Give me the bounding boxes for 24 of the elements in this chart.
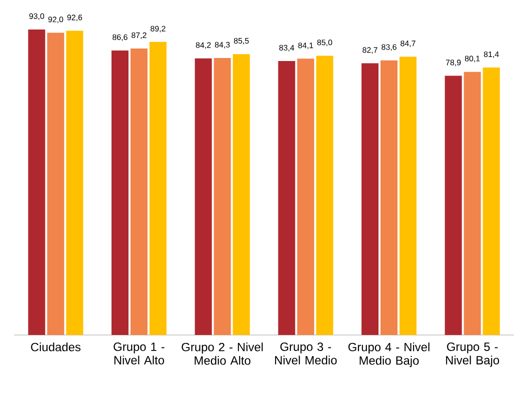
x-tick-label: Grupo 2 - Nivel Medio Alto [182, 342, 263, 365]
bar [482, 68, 500, 335]
x-tick-label: Grupo 1 - Nivel Alto [114, 342, 164, 364]
bar [232, 54, 250, 335]
bar [400, 56, 417, 335]
bar [380, 60, 398, 335]
bar [150, 42, 167, 335]
bar [316, 56, 334, 335]
x-tick-label: Grupo 3 - Nivel Medio [275, 342, 337, 364]
bar [66, 30, 84, 335]
bar [214, 58, 231, 335]
bar [362, 63, 379, 335]
bar [297, 58, 314, 335]
bar [444, 76, 462, 335]
bar [130, 48, 148, 335]
bar [464, 72, 481, 335]
x-tick-label: Grupo 4 - Nivel Medio Bajo [348, 342, 430, 368]
bar [194, 58, 212, 335]
x-tick-label: Ciudades [31, 342, 80, 352]
bar [112, 50, 129, 335]
bar [28, 29, 46, 335]
bar [47, 32, 64, 335]
x-tick-label: Grupo 5 - Nivel Bajo [446, 342, 500, 367]
bar [278, 60, 296, 335]
